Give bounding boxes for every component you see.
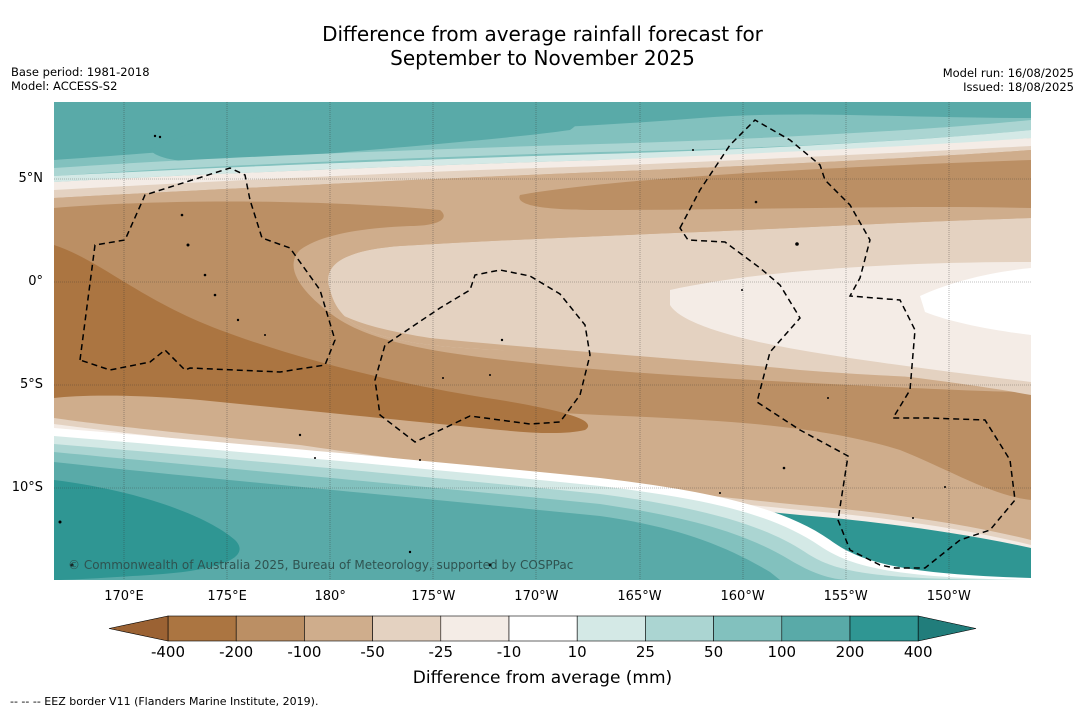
colorbar-tick-label: 200 bbox=[835, 643, 865, 661]
blob-north-teal bbox=[150, 104, 579, 163]
lon-label: 175°W bbox=[411, 589, 456, 604]
chart-title: Difference from average rainfall forecas… bbox=[0, 22, 1085, 70]
eez-tuvalu-kiribati-west bbox=[79, 167, 336, 373]
eez-borders bbox=[79, 119, 1016, 569]
band-dry-100b bbox=[54, 150, 1031, 396]
band-dry-200 bbox=[54, 201, 1031, 500]
meta-right: Model run: 16/08/2025 Issued: 18/08/2025 bbox=[943, 66, 1074, 94]
lon-label: 175°E bbox=[207, 589, 247, 604]
model-run: Model run: 16/08/2025 bbox=[942, 66, 1074, 80]
colorbar-tick-label: -50 bbox=[360, 643, 385, 661]
colorbar-tick-label: 50 bbox=[704, 643, 724, 661]
lon-label: 160°W bbox=[720, 589, 765, 604]
colorbar-segment bbox=[713, 615, 783, 642]
colorbar-segment bbox=[576, 615, 646, 642]
lat-label: 5°S bbox=[19, 377, 43, 392]
colorbar-tick-label: 25 bbox=[635, 643, 655, 661]
map-field bbox=[54, 102, 1031, 580]
colorbar-tick-label: -10 bbox=[496, 643, 522, 661]
lon-label: 155°W bbox=[823, 589, 868, 604]
lat-label: 0° bbox=[28, 274, 43, 289]
colorbar-over-arrow bbox=[917, 615, 977, 642]
colorbar-segment bbox=[645, 615, 714, 642]
gridlines bbox=[54, 102, 1031, 580]
issued-date: Issued: 18/08/2025 bbox=[963, 80, 1074, 94]
lon-label: 170°W bbox=[514, 589, 559, 604]
colorbar-segment bbox=[372, 615, 442, 642]
islands bbox=[58, 134, 946, 567]
lon-label: 165°W bbox=[617, 589, 662, 604]
colorbar-segment bbox=[849, 615, 919, 642]
blob-dry-200-north bbox=[519, 160, 1031, 210]
colorbar-tick-label: -200 bbox=[219, 643, 254, 661]
eez-phoenix bbox=[374, 269, 591, 443]
colorbar-tick-label: 10 bbox=[567, 643, 587, 661]
title-line-1: Difference from average rainfall forecas… bbox=[322, 22, 763, 46]
copyright-text: © Commonwealth of Australia 2025, Bureau… bbox=[68, 558, 574, 572]
colorbar-segment bbox=[440, 615, 510, 642]
eez-line-islands bbox=[679, 119, 1016, 569]
band-north-50 bbox=[54, 120, 1031, 176]
title-line-2: September to November 2025 bbox=[390, 46, 695, 70]
colorbar-tick-label: 400 bbox=[903, 643, 933, 661]
colorbar bbox=[108, 615, 977, 642]
lat-label: 5°N bbox=[18, 171, 44, 186]
meta-left: Base period: 1981-2018 Model: ACCESS-S2 bbox=[11, 65, 150, 93]
tongue-10 bbox=[920, 268, 1031, 335]
lon-label: 180° bbox=[314, 589, 346, 604]
band-north-25 bbox=[54, 130, 1031, 182]
base-period: Base period: 1981-2018 bbox=[11, 65, 150, 79]
lon-label: 170°E bbox=[104, 589, 144, 604]
colorbar-segment bbox=[304, 615, 373, 642]
colorbar-title: Difference from average (mm) bbox=[412, 668, 673, 688]
colorbar-tick-label: -25 bbox=[428, 643, 454, 661]
eez-footnote: -- -- -- EEZ border V11 (Flanders Marine… bbox=[10, 695, 319, 708]
model-name: Model: ACCESS-S2 bbox=[11, 79, 118, 93]
band-dry-400 bbox=[54, 245, 589, 434]
lat-label: 10°S bbox=[11, 480, 43, 495]
colorbar-tick-label: 100 bbox=[767, 643, 797, 661]
blob-south-400 bbox=[54, 480, 240, 580]
colorbar-segment bbox=[508, 615, 578, 642]
lon-label: 150°W bbox=[926, 589, 971, 604]
colorbar-tick-label: -100 bbox=[287, 643, 322, 661]
colorbar-segment bbox=[781, 615, 851, 642]
colorbar-segment bbox=[167, 615, 237, 642]
colorbar-segment bbox=[235, 615, 305, 642]
colorbar-tick-label: -400 bbox=[150, 643, 186, 661]
colorbar-under-arrow bbox=[108, 615, 169, 642]
